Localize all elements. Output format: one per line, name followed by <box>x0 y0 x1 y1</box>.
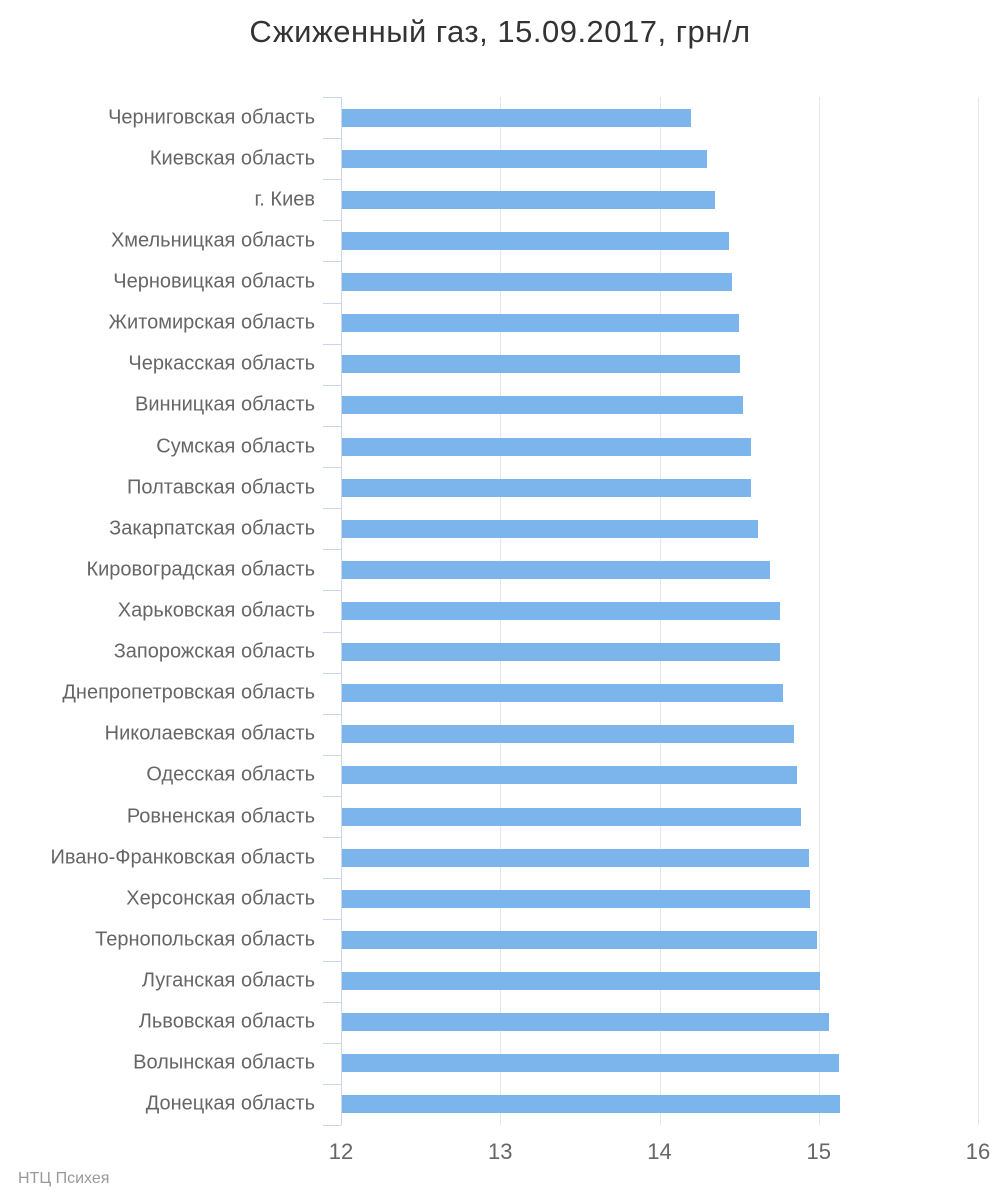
x-axis-label: 13 <box>488 1139 513 1164</box>
category-tick <box>323 138 341 140</box>
category-label: Киевская область <box>149 147 315 170</box>
bar-Львовская область[interactable] <box>342 1013 830 1032</box>
category-label: Черновицкая область <box>113 270 315 293</box>
category-label: Запорожская область <box>113 640 315 663</box>
bar-г. Киев[interactable] <box>342 190 715 209</box>
bar-Черниговская область[interactable] <box>342 108 691 127</box>
category-tick <box>323 384 341 386</box>
value-gridline <box>818 97 820 1125</box>
x-axis-label: 14 <box>647 1139 672 1164</box>
credits-link[interactable]: НТЦ Психея <box>18 1170 110 1187</box>
bar-Тернопольская область[interactable] <box>342 930 817 949</box>
category-tick <box>323 713 341 715</box>
category-tick <box>323 467 341 469</box>
plot-area <box>323 97 979 1126</box>
category-label: Херсонская область <box>126 887 315 910</box>
bar-Харьковская область[interactable] <box>342 602 780 620</box>
category-tick <box>323 796 341 798</box>
x-axis-label: 12 <box>328 1139 354 1164</box>
category-label: Ивано-Франковская область <box>50 846 315 869</box>
category-tick <box>323 425 341 427</box>
bar-Херсонская область[interactable] <box>342 889 811 908</box>
bar-Николаевская область[interactable] <box>342 725 795 744</box>
category-label: Донецкая область <box>145 1092 315 1115</box>
category-tick <box>323 919 341 921</box>
category-label: Сумская область <box>156 435 315 458</box>
category-label: Кировоградская область <box>86 558 315 581</box>
category-label: Житомирская область <box>108 311 316 334</box>
category-label: Луганская область <box>141 969 315 992</box>
bar-Одесская область[interactable] <box>342 766 798 785</box>
category-label: Хмельницкая область <box>110 229 315 252</box>
category-tick <box>323 754 341 756</box>
category-label: Винницкая область <box>135 393 315 416</box>
category-tick <box>323 837 341 839</box>
bar-Кировоградская область[interactable] <box>342 560 771 579</box>
category-tick <box>323 220 341 222</box>
category-tick <box>323 1083 341 1085</box>
category-label: Черкасская область <box>128 352 315 375</box>
category-tick <box>323 1001 341 1003</box>
category-label: Черниговская область <box>108 106 315 129</box>
bar-Ивано-Франковская область[interactable] <box>342 848 809 867</box>
category-tick <box>323 261 341 263</box>
category-tick <box>323 878 341 880</box>
bar-Черкасская область[interactable] <box>342 355 741 374</box>
category-tick <box>323 549 341 551</box>
bar-Донецкая область[interactable] <box>342 1095 841 1114</box>
bar-Житомирская область[interactable] <box>342 314 739 333</box>
category-tick <box>323 590 341 592</box>
category-label: Одесская область <box>146 763 315 786</box>
category-tick <box>323 672 341 674</box>
bar-Закарпатская область[interactable] <box>342 519 758 538</box>
category-tick <box>323 343 341 345</box>
category-tick <box>323 302 341 304</box>
x-axis-label: 16 <box>965 1139 991 1164</box>
category-label: Волынская область <box>133 1051 315 1074</box>
category-tick <box>323 1042 341 1044</box>
category-label: Львовская область <box>138 1010 315 1033</box>
chart-title: Сжиженный газ, 15.09.2017, грн/л <box>249 14 751 49</box>
bar-Ровненская область[interactable] <box>342 807 801 826</box>
x-axis-label: 15 <box>806 1139 831 1164</box>
category-tick <box>323 179 341 181</box>
bar-Волынская область[interactable] <box>342 1054 839 1073</box>
bar-Черновицкая область[interactable] <box>342 273 733 292</box>
category-label: Закарпатская область <box>109 517 315 540</box>
category-label: Николаевская область <box>104 722 315 745</box>
category-label: г. Киев <box>254 188 315 211</box>
category-label: Днепропетровская область <box>62 681 315 704</box>
category-label: Тернопольская область <box>95 928 315 951</box>
category-label: Ровненская область <box>126 805 315 828</box>
value-gridline <box>978 97 979 1125</box>
category-tick <box>323 508 341 510</box>
bar-Винницкая область[interactable] <box>342 396 744 415</box>
category-axis-line <box>341 97 342 1125</box>
bar-Запорожская область[interactable] <box>342 643 780 662</box>
bar-Сумская область[interactable] <box>342 437 752 456</box>
category-tick <box>323 97 341 98</box>
bar-Луганская область[interactable] <box>342 972 820 991</box>
category-label: Харьковская область <box>117 599 315 622</box>
bar-Днепропетровская область[interactable] <box>342 684 784 703</box>
category-tick <box>323 1125 341 1126</box>
category-tick <box>323 960 341 962</box>
bar-Киевская область[interactable] <box>342 149 707 168</box>
category-label: Полтавская область <box>127 476 315 499</box>
bar-Полтавская область[interactable] <box>342 478 752 497</box>
category-tick <box>323 631 341 633</box>
bar-Хмельницкая область[interactable] <box>342 231 729 250</box>
